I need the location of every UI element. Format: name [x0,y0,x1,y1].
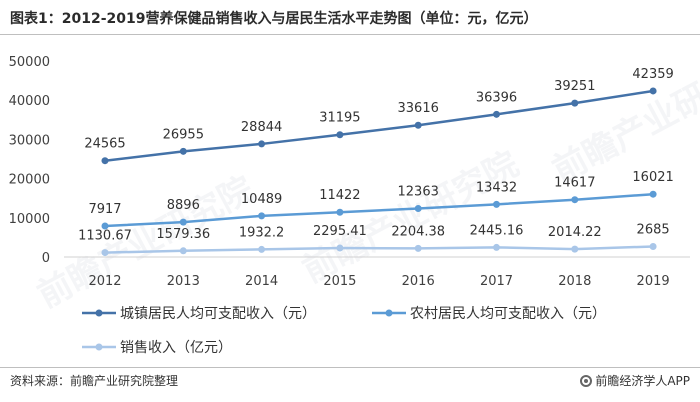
data-label: 2204.38 [391,224,445,239]
data-label: 2685 [637,222,670,237]
brand-credit: 前瞻经济学人APP [580,372,690,389]
data-point [493,110,500,118]
y-tick-label: 10000 [9,212,50,227]
data-point [571,245,579,253]
data-label: 26955 [163,127,204,142]
data-point [414,121,422,129]
x-tick-label: 2017 [480,274,513,289]
data-label: 7917 [88,202,121,217]
data-label: 8896 [167,198,200,213]
source-note: 资料来源：前瞻产业研究院整理 [10,374,179,388]
data-point [179,247,187,255]
data-label: 11422 [319,188,360,203]
data-point [101,249,109,257]
y-tick-label: 50000 [9,55,50,70]
brand-logo-icon [580,374,593,387]
legend-item-sales: 销售收入（亿元） [82,337,232,357]
data-label: 13432 [476,180,517,195]
data-label: 2445.16 [470,223,524,238]
data-point [649,242,657,250]
data-point [179,147,187,155]
data-point [258,140,266,148]
data-label: 2014.22 [548,225,602,240]
data-point [493,243,500,251]
data-point [493,200,500,208]
x-tick-label: 2012 [88,274,121,289]
x-tick-label: 2019 [637,274,670,289]
y-tick-label: 30000 [9,133,50,148]
data-point [258,212,266,220]
data-label: 10489 [241,192,282,207]
series-line-1 [103,192,655,228]
data-point [649,190,657,198]
data-label: 12363 [398,185,439,200]
x-tick-label: 2018 [558,274,591,289]
data-point [258,245,266,253]
brand-name: 前瞻经济学人APP [595,374,690,388]
legend-label-sales: 销售收入（亿元） [120,340,232,356]
data-label: 1130.67 [78,229,132,244]
series-line-0 [103,89,655,162]
chart-title: 图表1：2012-2019营养保健品销售收入与居民生活水平走势图（单位：元，亿元… [10,11,538,27]
data-label: 36396 [476,90,517,105]
line-chart: 0 10000 20000 30000 40000 50000 2012 2013 2014 20… [9,55,690,289]
data-label: 2295.41 [313,224,367,239]
legend-label-urban: 城镇居民人均可支配收入（元） [120,306,316,322]
x-tick-label: 2016 [402,274,435,289]
data-point [414,244,422,252]
data-label: 42359 [632,67,673,82]
data-point [101,222,109,230]
data-point [571,196,579,204]
data-point [336,208,344,216]
y-tick-label: 0 [42,251,50,266]
data-point [336,244,344,252]
y-tick-label: 40000 [9,94,50,109]
data-label: 31195 [319,111,360,126]
data-label: 28844 [241,120,282,135]
data-label: 14617 [554,176,595,191]
data-label: 1932.2 [239,225,285,240]
data-point [649,87,657,95]
x-tick-label: 2015 [323,274,356,289]
legend-marker-sales [82,343,116,351]
x-tick-label: 2013 [167,274,200,289]
data-label: 33616 [398,101,439,116]
legend-marker-urban [82,309,116,317]
data-label: 16021 [632,170,673,185]
data-label: 1579.36 [156,227,210,242]
x-tick-label: 2014 [245,274,278,289]
footer-divider [0,367,700,368]
data-point [101,157,109,165]
data-point [571,99,579,107]
legend-item-urban: 城镇居民人均可支配收入（元） [82,303,316,323]
legend-label-rural: 农村居民人均可支配收入（元） [410,306,606,322]
data-label: 39251 [554,79,595,94]
data-point [336,131,344,139]
series-line-2 [103,245,655,254]
data-point [414,205,422,213]
legend-item-rural: 农村居民人均可支配收入（元） [372,303,606,323]
data-point [179,218,187,226]
legend-marker-rural [372,309,406,317]
y-tick-label: 20000 [9,173,50,188]
title-divider [0,34,700,35]
data-label: 24565 [84,137,125,152]
